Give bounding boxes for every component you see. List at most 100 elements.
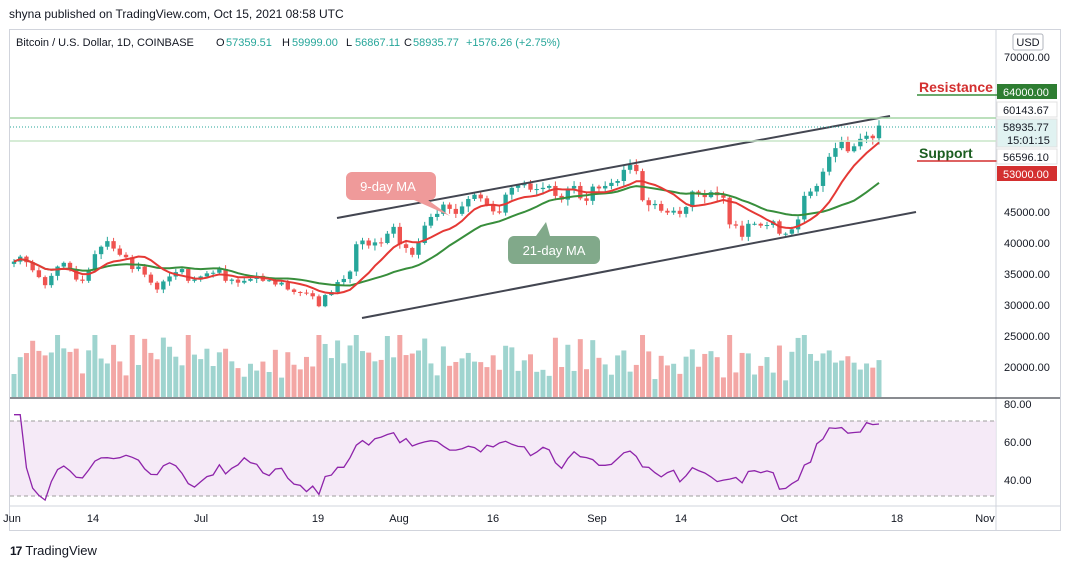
time-tick-label: Aug	[389, 513, 409, 525]
volume-bar	[142, 338, 148, 397]
volume-bar	[310, 366, 316, 397]
volume-bar	[372, 361, 378, 397]
volume-bar	[689, 349, 695, 397]
volume-bar	[73, 348, 79, 397]
volume-bar	[801, 335, 807, 397]
volume-bar	[453, 361, 459, 397]
volume-bar	[223, 348, 229, 397]
ma9-label: 9-day MA	[360, 179, 416, 194]
candle	[640, 168, 645, 202]
volume-bar	[820, 353, 826, 397]
open-value: 57359.51	[226, 37, 272, 49]
volume-bar	[633, 364, 639, 397]
currency-box[interactable]	[1012, 33, 1044, 51]
ma21-label: 21-day MA	[523, 243, 586, 258]
volume-bar	[683, 356, 689, 397]
candle	[603, 181, 608, 193]
volume-bar	[602, 364, 608, 397]
candle	[851, 143, 857, 153]
candle	[646, 197, 651, 212]
candle	[42, 275, 48, 289]
candle	[360, 237, 365, 250]
price-tick-label: 45000.00	[1004, 207, 1050, 219]
time-axis-ticks: Jun 14 Jul 19 Aug 16 Sep 14 Oct 18 Nov	[3, 513, 995, 525]
currency-label: USD	[1016, 37, 1039, 49]
volume-bar	[167, 346, 173, 397]
volume-bar	[111, 344, 117, 397]
volume-bar	[808, 353, 814, 397]
rsi-line	[14, 414, 880, 502]
volume-bar	[148, 352, 154, 397]
candle	[652, 200, 658, 210]
volume-bar	[752, 374, 758, 397]
volume-bar	[285, 352, 291, 397]
price-tag: 64000.00	[997, 84, 1057, 99]
candle	[304, 289, 309, 296]
volume-bar	[503, 345, 509, 397]
volume-bar	[615, 355, 621, 397]
low-value: 56867.11	[355, 37, 400, 49]
price-tick-label: 35000.00	[1004, 269, 1050, 281]
candle	[179, 268, 185, 275]
candle	[665, 208, 670, 215]
volume-bar	[814, 360, 820, 397]
volume-bar	[204, 348, 210, 397]
tradingview-footer[interactable]: 17 TradingView	[10, 543, 97, 558]
time-tick-label: Nov	[975, 513, 995, 525]
volume-bars	[11, 335, 882, 397]
candle	[534, 183, 539, 197]
volume-bar	[459, 358, 465, 397]
volume-bar	[135, 364, 141, 397]
volume-bar	[652, 379, 658, 397]
volume-bar	[416, 350, 421, 397]
candle	[117, 245, 122, 257]
candle	[341, 275, 346, 285]
price-tick-label: 20000.00	[1004, 362, 1050, 374]
volume-bar	[851, 362, 857, 397]
time-tick-label: 14	[87, 513, 99, 525]
candle	[733, 220, 739, 229]
volume-bar	[260, 361, 266, 397]
volume-bar	[783, 380, 789, 397]
candle	[466, 195, 471, 213]
candle	[453, 203, 459, 218]
volume-bar	[770, 372, 776, 397]
candle	[758, 222, 763, 228]
volume-bar	[254, 370, 260, 397]
time-tick-label: 18	[891, 513, 903, 525]
volume-bar	[428, 363, 434, 397]
time-tick-label: Oct	[780, 513, 797, 525]
candle	[833, 142, 838, 163]
volume-bar	[279, 377, 285, 397]
candle	[167, 272, 172, 286]
candle	[391, 223, 396, 238]
volume-bar	[98, 358, 104, 397]
candle	[291, 288, 297, 295]
ma21-line	[13, 182, 880, 287]
candle	[98, 245, 104, 260]
rsi-axis-ticks: 80.00 60.00 40.00	[1004, 399, 1032, 487]
low-label: L	[346, 37, 352, 49]
candle	[55, 265, 60, 281]
candle	[235, 276, 241, 287]
candle	[839, 136, 844, 151]
candle	[354, 241, 359, 276]
volume-bar	[565, 344, 571, 397]
volume-bar	[640, 335, 646, 397]
volume-bar	[584, 369, 590, 397]
volume-bar	[528, 354, 533, 397]
volume-bar	[92, 335, 98, 397]
candle	[764, 221, 770, 230]
candle	[229, 278, 234, 285]
volume-bar	[185, 335, 191, 397]
volume-bar	[714, 357, 720, 397]
volume-bar	[341, 363, 347, 397]
rsi-tick-label: 60.00	[1004, 437, 1032, 449]
candle	[627, 159, 633, 174]
price-tag: 60143.67	[996, 101, 1058, 118]
price-tag-label: 58935.77	[1003, 122, 1049, 134]
volume-bar	[521, 360, 527, 397]
price-tick-label: 40000.00	[1004, 238, 1050, 250]
volume-bar	[391, 357, 397, 397]
